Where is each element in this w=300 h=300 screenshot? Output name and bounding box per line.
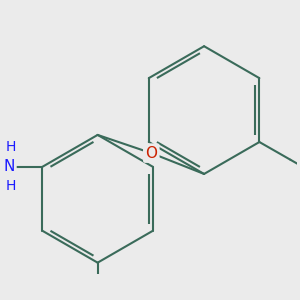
Text: O: O [145,146,157,160]
Text: N: N [4,159,15,174]
Text: H: H [6,140,16,154]
Text: H: H [6,179,16,194]
